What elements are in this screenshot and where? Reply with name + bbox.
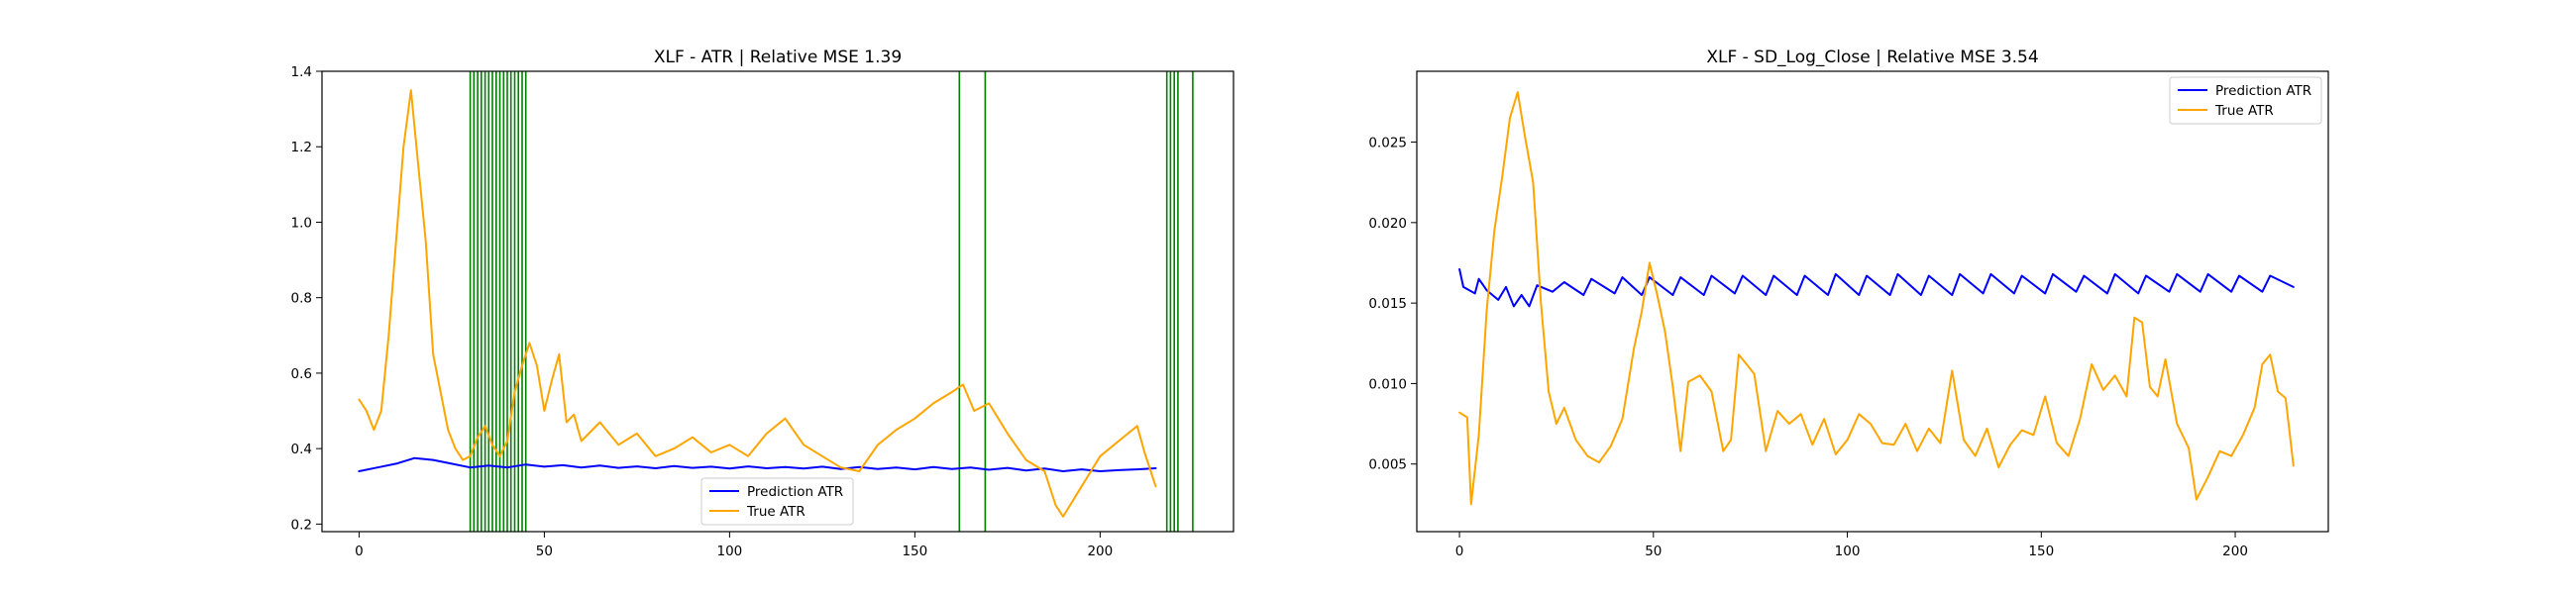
atr-chart-plot: 0 50 100 150 200 0.2 0.4 0.6 0.8 1.0 1.2 1.4 [291,64,1194,559]
sd-log-close-chart-legend: Prediction ATR True ATR [2169,76,2322,125]
sd-log-close-chart-y-tick-label: 0.025 [1368,136,1407,151]
atr-chart-x-tick-label: 0 [355,544,364,559]
atr-chart-legend: Prediction ATR True ATR [700,477,854,526]
sd-log-close-chart-y-tick-label: 0.005 [1368,457,1407,473]
atr-chart-series-prediction-line [358,456,1157,472]
atr-chart-legend-box [700,477,854,526]
sd-log-close-chart-plot: 0 50 100 150 200 0.005 0.010 0.015 0.020 0.025 [1368,91,2295,559]
sd-log-close-chart-y-tick-label: 0.010 [1368,376,1407,392]
sd-log-close-chart-legend-label-prediction: Prediction ATR [2215,83,2311,99]
atr-chart-legend-label-prediction: Prediction ATR [747,484,843,500]
sd-log-close-chart: XLF - SD_Log_Close | Relative MSE 3.54 0… [1368,48,2329,559]
atr-chart-title: XLF - ATR | Relative MSE 1.39 [654,48,902,67]
atr-chart-y-tick-label: 0.2 [291,517,312,533]
sd-log-close-chart-legend-box [2169,76,2322,125]
atr-chart: XLF - ATR | Relative MSE 1.39 0 50 100 150 2… [291,48,1234,559]
atr-chart-x-tick-label: 100 [716,544,742,559]
atr-chart-y-tick-label: 0.4 [291,442,312,457]
atr-chart-frame [321,70,1234,533]
atr-chart-y-tick-label: 0.6 [291,366,312,382]
atr-chart-y-tick-label: 1.4 [291,64,312,80]
sd-log-close-chart-x-tick-label: 100 [1835,544,1861,559]
sd-log-close-chart-x-tick-label: 50 [1645,544,1662,559]
atr-chart-x-tick-label: 50 [536,544,553,559]
atr-chart-x-tick-label: 150 [902,544,927,559]
sd-log-close-chart-series-true-line [1458,91,2295,506]
atr-chart-series-true-line [358,89,1157,518]
sd-log-close-chart-y-tick-label: 0.020 [1368,216,1407,232]
sd-log-close-chart-frame [1416,70,2329,533]
sd-log-close-chart-y-tick-label: 0.015 [1368,296,1407,312]
atr-chart-legend-label-true: True ATR [746,504,805,520]
sd-log-close-chart-x-tick-label: 200 [2222,544,2248,559]
atr-chart-y-tick-label: 1.0 [291,215,312,231]
atr-chart-y-tick-label: 1.2 [291,140,312,155]
sd-log-close-chart-legend-label-true: True ATR [2214,103,2274,119]
atr-chart-x-tick-label: 200 [1087,544,1113,559]
sd-log-close-chart-x-tick-label: 150 [2028,544,2054,559]
sd-log-close-chart-title: XLF - SD_Log_Close | Relative MSE 3.54 [1706,48,2038,67]
atr-chart-y-tick-label: 0.8 [291,291,312,307]
sd-log-close-chart-x-tick-label: 0 [1455,544,1464,559]
sd-log-close-chart-series-prediction-line [1458,268,2295,308]
